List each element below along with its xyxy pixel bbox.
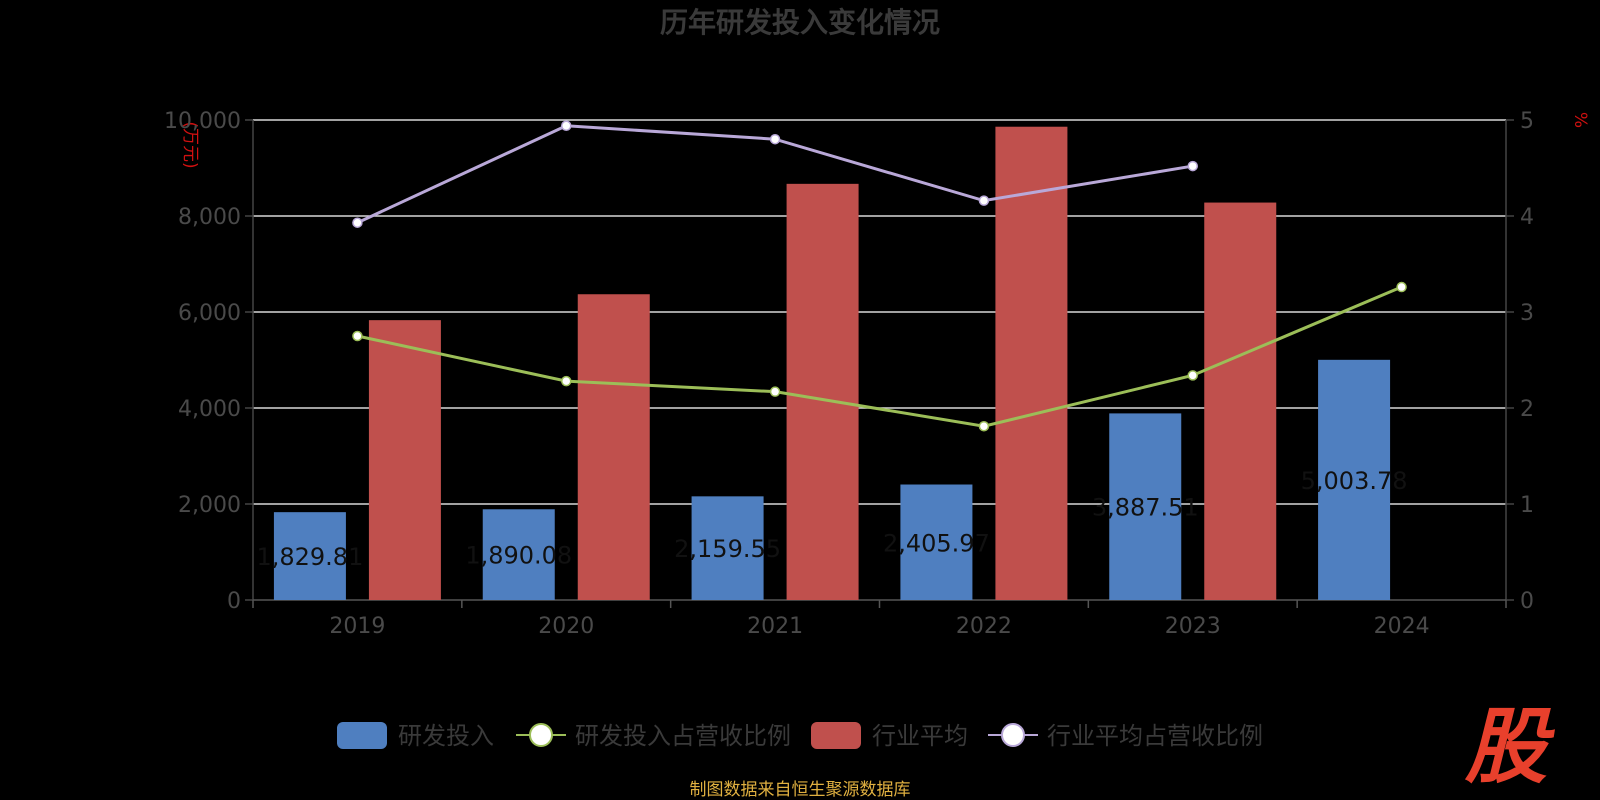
lines — [352, 120, 1407, 432]
bar — [1318, 359, 1391, 600]
legend: 研发投入 研发投入占营收比例 行业平均 行业平均占营收比例 — [337, 722, 1263, 750]
bar — [1204, 202, 1277, 600]
bar-data-label: 3,887.51 — [1092, 494, 1199, 522]
series-point — [769, 386, 781, 397]
bar — [273, 512, 346, 600]
bar — [577, 294, 650, 600]
series-point — [769, 133, 781, 145]
series-point — [1396, 281, 1407, 293]
bar-data-label: 2,405.97 — [883, 529, 990, 557]
series-line — [357, 285, 1403, 428]
left-tick-label: 8,000 — [178, 205, 241, 230]
series-point — [978, 195, 990, 206]
x-tick-label: 2023 — [1165, 614, 1221, 639]
x-tick-label: 2020 — [538, 614, 594, 639]
x-tick-label: 2019 — [329, 614, 385, 639]
right-tick-label: 1 — [1520, 493, 1534, 518]
left-axis-unit: (万元) — [180, 121, 200, 168]
right-tick-label: 5 — [1520, 109, 1534, 134]
bar-data-label: 1,829.81 — [256, 543, 363, 571]
right-tick-label: 0 — [1520, 589, 1534, 614]
axes — [245, 119, 1514, 608]
bar — [900, 484, 973, 600]
series-point — [352, 330, 363, 342]
left-axis-ticks: 0 2,000 4,000 6,000 8,000 10,000 — [164, 109, 241, 614]
series-point — [1187, 370, 1198, 381]
legend-label: 研发投入 — [398, 722, 494, 750]
bars: 1,829.81 1,890.08 2,159.55 2,405.97 3,887.51… — [256, 126, 1408, 600]
right-tick-label: 3 — [1520, 301, 1534, 326]
chart-title: 历年研发投入变化情况 — [660, 6, 940, 39]
bar-data-label: 2,159.55 — [674, 535, 781, 563]
right-tick-label: 4 — [1520, 205, 1534, 230]
bar-data-label: 1,890.08 — [465, 542, 572, 570]
legend-marker — [1001, 723, 1025, 747]
legend-label: 行业平均占营收比例 — [1047, 722, 1263, 750]
bar-data-label: 5,003.78 — [1301, 467, 1408, 495]
data-source: 制图数据来自恒生聚源数据库 — [690, 780, 911, 800]
right-tick-label: 2 — [1520, 397, 1534, 422]
bar — [995, 126, 1068, 600]
bar — [368, 320, 441, 600]
left-tick-label: 2,000 — [178, 493, 241, 518]
x-tick-label: 2024 — [1374, 614, 1430, 639]
left-tick-label: 10,000 — [164, 109, 241, 134]
legend-marker — [529, 723, 553, 747]
x-axis-ticks: 2019 2020 2021 2022 2023 2024 — [329, 614, 1429, 639]
series-point — [561, 375, 572, 387]
left-tick-label: 6,000 — [178, 301, 241, 326]
legend-swatch — [811, 722, 861, 749]
legend-label: 研发投入占营收比例 — [575, 722, 791, 750]
x-tick-label: 2022 — [956, 614, 1012, 639]
watermark-logo: 股 — [1464, 700, 1555, 795]
right-axis-ticks: 0 1 2 3 4 5 — [1520, 109, 1534, 614]
series-point — [352, 217, 363, 228]
series-point — [1187, 160, 1198, 172]
left-tick-label: 4,000 — [178, 397, 241, 422]
legend-swatch — [337, 722, 387, 749]
series-point — [978, 420, 990, 432]
gridlines — [253, 119, 1506, 505]
left-tick-label: 0 — [227, 589, 241, 614]
legend-label: 行业平均 — [872, 722, 968, 750]
x-tick-label: 2021 — [747, 614, 803, 639]
bar — [691, 496, 764, 600]
bar — [786, 183, 859, 600]
bar — [1109, 413, 1182, 600]
bar — [482, 509, 555, 600]
series-point — [561, 120, 572, 132]
right-axis-unit: % — [1570, 112, 1590, 128]
